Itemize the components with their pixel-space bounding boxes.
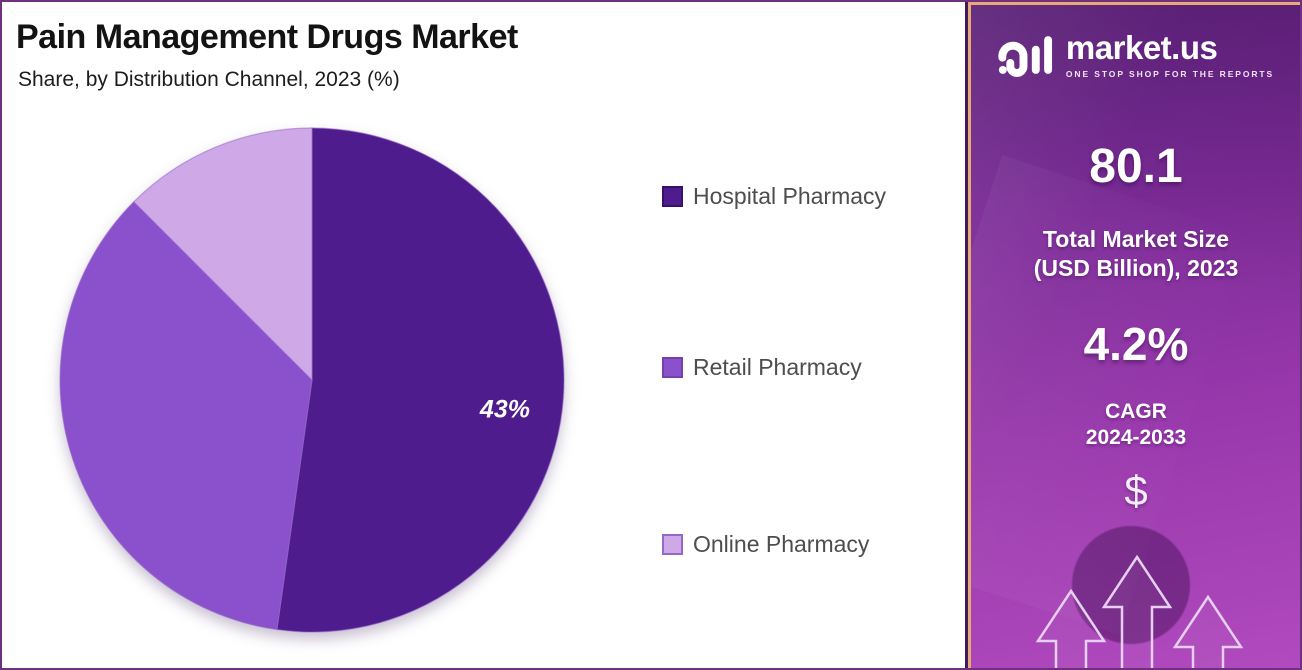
legend-swatch-icon xyxy=(662,186,683,207)
brand-logo: market.us ONE STOP SHOP FOR THE REPORTS xyxy=(971,29,1300,79)
brand-tagline: ONE STOP SHOP FOR THE REPORTS xyxy=(1065,69,1275,79)
chart-legend: Hospital Pharmacy Retail Pharmacy Online P… xyxy=(662,2,962,668)
page-subtitle: Share, by Distribution Channel, 2023 (%) xyxy=(18,68,400,91)
pie-chart-svg: 43% xyxy=(59,127,565,633)
panel-divider xyxy=(965,2,968,668)
chart-card: Pain Management Drugs Market Share, by D… xyxy=(2,2,968,668)
legend-item-hospital-pharmacy: Hospital Pharmacy xyxy=(662,183,886,210)
cagr-label-line1: CAGR xyxy=(1105,400,1167,423)
brand-sidebar: market.us ONE STOP SHOP FOR THE REPORTS … xyxy=(968,2,1300,668)
cagr-value: 4.2% xyxy=(1083,318,1189,370)
legend-label: Hospital Pharmacy xyxy=(693,183,887,209)
dollar-icon: $ xyxy=(1124,467,1148,514)
market-size-label-line2: (USD Billion), 2023 xyxy=(1033,254,1239,281)
pie-slice-retail-pharmacy xyxy=(59,200,313,631)
market-size-label: Total Market Size (USD Billion), 2023 xyxy=(971,225,1300,283)
market-size-label-line1: Total Market Size xyxy=(1042,226,1230,252)
legend-item-retail-pharmacy: Retail Pharmacy xyxy=(662,354,862,381)
pie-slice-hospital-pharmacy xyxy=(276,127,565,633)
legend-item-online-pharmacy: Online Pharmacy xyxy=(662,531,869,558)
pie-data-label: 43% xyxy=(479,396,530,424)
legend-label: Retail Pharmacy xyxy=(693,354,862,380)
page-title: Pain Management Drugs Market xyxy=(16,18,518,56)
legend-label: Online Pharmacy xyxy=(693,531,870,557)
legend-swatch-icon xyxy=(662,534,683,555)
brand-name: market.us xyxy=(1065,29,1218,66)
cagr-label-line2: 2024-2033 xyxy=(1085,426,1187,450)
pie-slice-online-pharmacy xyxy=(132,127,313,382)
growth-arrows-icon xyxy=(1035,554,1244,668)
market-size-value: 80.1 xyxy=(1089,140,1183,193)
legend-swatch-icon xyxy=(662,357,683,378)
pie-chart: 43% xyxy=(54,122,570,638)
marketus-logo-icon xyxy=(998,36,1052,77)
cagr-label: CAGR 2024-2033 xyxy=(971,399,1300,452)
